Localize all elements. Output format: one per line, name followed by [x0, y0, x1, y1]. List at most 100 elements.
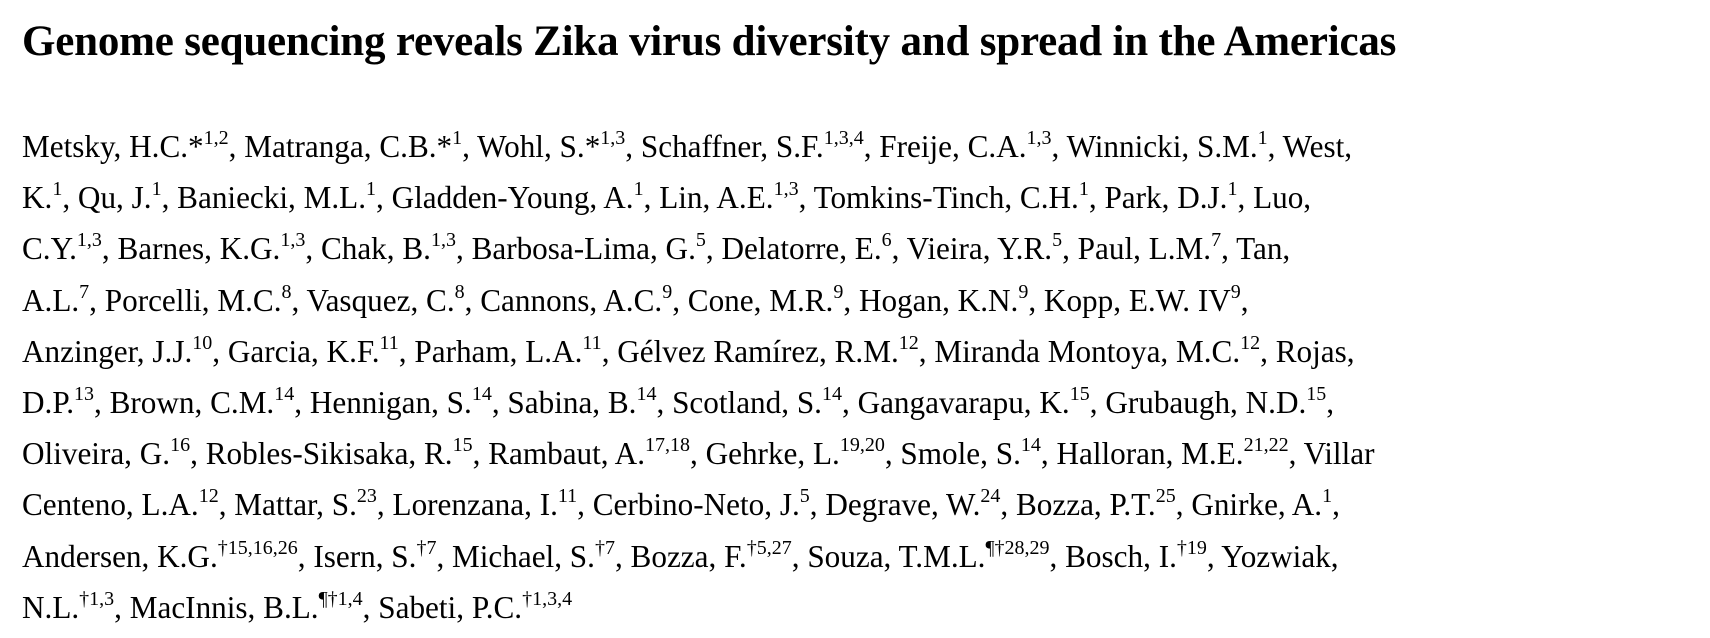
- author-text: , Rojas,: [1260, 333, 1355, 369]
- author-text: , Winnicki, S.M.: [1051, 129, 1258, 164]
- author-text: , Yozwiak,: [1206, 538, 1339, 574]
- author-text: , Bosch, I.: [1049, 538, 1177, 574]
- author-text: D.P.: [22, 384, 75, 420]
- author-text: , Scotland, S.: [656, 384, 822, 420]
- affiliation-superscript: 19,20: [839, 434, 885, 457]
- affiliation-superscript: 1,3,4: [823, 127, 864, 149]
- author-text: , Mattar, S.: [218, 487, 357, 523]
- author-text: , Gladden-Young, A.: [376, 180, 634, 216]
- author-text: , Baniecki, M.L.: [161, 180, 366, 216]
- author-text: , Delatorre, E.: [705, 231, 882, 267]
- author-text: , Souza, T.M.L.: [791, 538, 986, 574]
- affiliation-superscript: 1: [633, 178, 644, 201]
- affiliation-superscript: 14: [274, 382, 295, 405]
- author-text: , Tan,: [1221, 231, 1291, 267]
- author-text: Anzinger, J.J.: [22, 333, 193, 369]
- author-text: , Michael, S.: [436, 538, 595, 574]
- affiliation-superscript: 1: [52, 178, 63, 201]
- affiliation-superscript: 1,3: [600, 127, 626, 149]
- affiliation-superscript: ¶†1,4: [318, 587, 363, 610]
- affiliation-superscript: 16: [170, 434, 191, 457]
- author-text: ,: [1332, 487, 1340, 523]
- author-text: ,: [1240, 282, 1249, 318]
- author-text: , Hennigan, S.: [294, 384, 472, 420]
- affiliation-superscript: 21,22: [1243, 434, 1289, 457]
- author-text: , Brown, C.M.: [94, 384, 275, 420]
- author-text: , Smole, S.: [884, 436, 1021, 472]
- affiliation-superscript: 1,3: [430, 229, 456, 252]
- author-text: , Villar: [1288, 436, 1375, 472]
- author-text: , Grubaugh, N.D.: [1089, 384, 1307, 420]
- author-text: , Rambaut, A.: [472, 436, 645, 472]
- author-text: , Cerbino-Neto, J.: [577, 487, 800, 523]
- author-text: , Cone, M.R.: [672, 282, 834, 318]
- author-line: Metsky, H.C.*1,2, Matranga, C.B.*1, Wohl…: [22, 121, 1374, 172]
- affiliation-superscript: 7: [1211, 229, 1222, 252]
- affiliation-superscript: 12: [198, 485, 219, 508]
- author-list: Metsky, H.C.*1,2, Matranga, C.B.*1, Wohl…: [22, 121, 1374, 633]
- affiliation-superscript: 5: [1052, 229, 1063, 252]
- author-text: , Vieira, Y.R.: [891, 231, 1053, 267]
- affiliation-superscript: 1: [452, 127, 463, 149]
- affiliation-superscript: 14: [636, 382, 657, 405]
- affiliation-superscript: 8: [454, 280, 465, 303]
- author-line: K.1, Qu, J.1, Baniecki, M.L.1, Gladden-Y…: [22, 172, 1374, 223]
- author-text: Centeno, L.A.: [22, 487, 199, 523]
- author-line: Centeno, L.A.12, Mattar, S.23, Lorenzana…: [22, 479, 1374, 530]
- affiliation-superscript: 10: [192, 331, 213, 354]
- affiliation-superscript: 23: [356, 485, 377, 508]
- affiliation-superscript: †5,27: [746, 536, 792, 559]
- affiliation-superscript: 1,3: [280, 229, 306, 252]
- author-line: C.Y.1,3, Barnes, K.G.1,3, Chak, B.1,3, B…: [22, 223, 1374, 274]
- author-text: , Isern, S.: [297, 538, 417, 574]
- affiliation-superscript: 1: [1078, 178, 1089, 201]
- affiliation-superscript: 9: [1230, 280, 1241, 303]
- author-text: C.Y.: [22, 231, 77, 267]
- author-text: , West,: [1267, 129, 1353, 164]
- author-text: Oliveira, G.: [22, 436, 171, 472]
- author-text: , Bozza, P.T.: [1000, 487, 1156, 523]
- author-text: , Tomkins-Tinch, C.H.: [798, 180, 1079, 216]
- author-line: A.L.7, Porcelli, M.C.8, Vasquez, C.8, Ca…: [22, 275, 1374, 326]
- affiliation-superscript: †15,16,26: [217, 536, 298, 559]
- author-text: , Matranga, C.B.*: [228, 129, 453, 164]
- author-text: , Garcia, K.F.: [212, 333, 380, 369]
- affiliation-superscript: 11: [557, 485, 578, 508]
- affiliation-superscript: 14: [1020, 434, 1041, 457]
- affiliation-superscript: 1: [1227, 178, 1238, 201]
- affiliation-superscript: 14: [471, 382, 492, 405]
- author-text: K.: [22, 180, 53, 216]
- author-text: , Qu, J.: [62, 180, 152, 216]
- paper-title: Genome sequencing reveals Zika virus div…: [22, 18, 1397, 65]
- affiliation-superscript: †7: [594, 536, 615, 559]
- author-text: ,: [1326, 384, 1335, 420]
- affiliation-superscript: 9: [833, 280, 844, 303]
- author-text: , Luo,: [1237, 180, 1312, 216]
- affiliation-superscript: †1,3,4: [522, 587, 573, 610]
- affiliation-superscript: 11: [379, 331, 399, 354]
- author-text: , Gnirke, A.: [1175, 487, 1323, 523]
- affiliation-superscript: 5: [799, 485, 810, 508]
- author-line: D.P.13, Brown, C.M.14, Hennigan, S.14, S…: [22, 377, 1374, 428]
- author-text: , Bozza, F.: [614, 538, 747, 574]
- author-text: , Kopp, E.W. IV: [1028, 282, 1231, 318]
- affiliation-superscript: 1,2: [203, 127, 229, 149]
- author-line: N.L.†1,3, MacInnis, B.L.¶†1,4, Sabeti, P…: [22, 582, 1374, 633]
- author-text: , Porcelli, M.C.: [89, 282, 282, 318]
- affiliation-superscript: 1: [151, 178, 162, 201]
- affiliation-superscript: 1,3: [76, 229, 102, 252]
- author-text: , Wohl, S.*: [462, 129, 601, 164]
- author-text: , Vasquez, C.: [291, 282, 455, 318]
- author-text: , Gangavarapu, K.: [841, 384, 1070, 420]
- affiliation-superscript: 7: [79, 280, 90, 303]
- affiliation-superscript: 17,18: [645, 434, 690, 457]
- affiliation-superscript: 8: [281, 280, 292, 303]
- author-text: , Schaffner, S.F.: [625, 129, 824, 164]
- author-text: Andersen, K.G.: [22, 538, 218, 574]
- affiliation-superscript: 15: [452, 434, 473, 457]
- author-text: , Lin, A.E.: [643, 180, 774, 216]
- author-text: , Barnes, K.G.: [101, 231, 281, 267]
- author-text: , Gélvez Ramírez, R.M.: [601, 333, 899, 369]
- affiliation-superscript: 1: [1322, 485, 1333, 508]
